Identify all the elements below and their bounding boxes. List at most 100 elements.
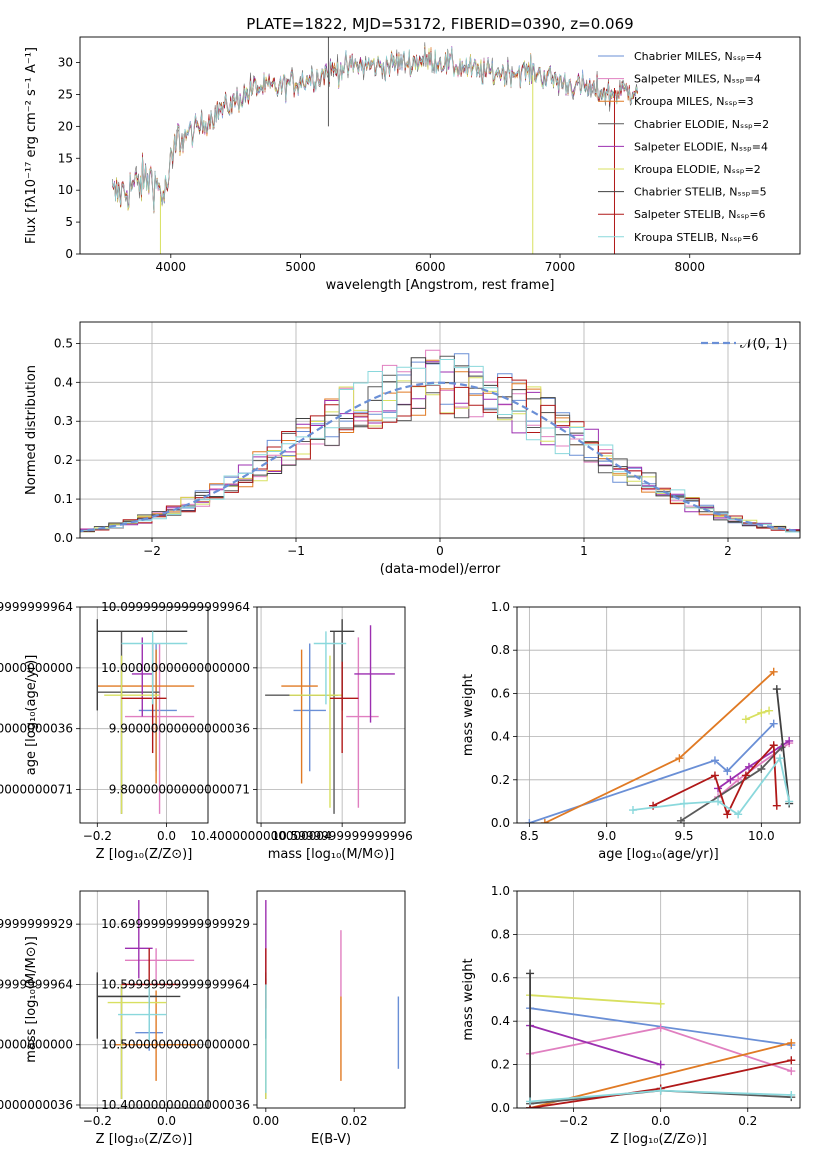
massweight-marker-series-8 xyxy=(785,797,794,806)
panel-mass-vs-ebv: 0.00 0.02 10.40000000000000036 10.500000000… xyxy=(101,890,406,1147)
y-tick-label: 0.4 xyxy=(491,730,510,744)
massweight-line-series-7 xyxy=(652,743,778,817)
y-axis-label: mass [log₁₀(M/M⊙)] xyxy=(24,936,39,1063)
massweight-marker-series-8 xyxy=(656,1086,665,1095)
y-tick-label: 10.00000000000000000 xyxy=(0,661,73,675)
axes-frame xyxy=(516,890,801,1109)
y-tick-label: 0.2 xyxy=(54,453,73,467)
x-tick-label: 4000 xyxy=(156,260,187,274)
y-axis-label: mass weight xyxy=(461,958,476,1040)
massweight-marker-series-0 xyxy=(769,719,778,728)
legend-entry: Chabrier STELIB, Nₛₛₚ=5 xyxy=(634,186,767,199)
massweight-marker-series-7 xyxy=(649,801,658,810)
axes-frame xyxy=(256,606,406,824)
y-tick-label: 25 xyxy=(58,87,73,101)
massweight-line-series-6 xyxy=(775,689,791,804)
y-tick-label: 9.80000000000000071 xyxy=(0,783,73,797)
y-tick-label: 0.3 xyxy=(54,414,73,428)
y-axis-label: Normed distribution xyxy=(24,365,39,495)
y-tick-label: 0.2 xyxy=(491,773,510,787)
x-tick-label: 10.5999999999999996 xyxy=(272,829,413,843)
y-tick-label: 10.69999999999999929 xyxy=(0,917,73,931)
y-tick-label: 0.8 xyxy=(491,643,510,657)
spectrum-line-series-7 xyxy=(112,47,638,213)
x-tick-label: 8.5 xyxy=(520,829,539,843)
legend-entry: Chabrier ELODIE, Nₛₛₚ=2 xyxy=(634,118,769,131)
y-tick-label: 10.40000000000000036 xyxy=(101,1098,250,1112)
y-tick-label: 10 xyxy=(58,183,73,197)
x-tick-label: −2 xyxy=(143,544,161,558)
plot-area xyxy=(525,667,794,823)
y-tick-label: 0.6 xyxy=(491,686,510,700)
massweight-marker-series-3 xyxy=(676,816,685,823)
spectrum-line-series-8 xyxy=(112,47,638,212)
massweight-marker-series-4 xyxy=(726,775,735,784)
y-tick-label: 0 xyxy=(65,247,73,261)
y-tick-label: 10.59999999999999964 xyxy=(101,977,250,991)
x-axis-label: (data-model)/error xyxy=(380,562,501,577)
massweight-marker-series-2 xyxy=(540,819,549,823)
plot-area xyxy=(96,619,195,814)
massweight-marker-series-2 xyxy=(769,667,778,676)
panel-massweight-vs-age: 8.5 9.0 9.5 10.0 0.0 0.2 0.4 0.6 0.8 1.0 age [log₁… xyxy=(461,600,801,862)
axes-frame xyxy=(79,606,209,824)
y-tick-label: 0.6 xyxy=(491,971,510,985)
massweight-marker-series-4 xyxy=(785,736,794,745)
x-tick-label: 0.2 xyxy=(738,1114,757,1128)
x-axis-label: Z [log₁₀(Z/Z⊙)] xyxy=(610,1132,707,1147)
x-tick-label: 2 xyxy=(724,544,732,558)
massweight-marker-series-5 xyxy=(656,999,665,1008)
plot-area xyxy=(112,37,638,254)
massweight-marker-series-7 xyxy=(769,741,778,750)
massweight-marker-series-8 xyxy=(734,810,743,819)
y-tick-label: 10.59999999999999964 xyxy=(0,977,73,991)
axes-frame xyxy=(79,890,209,1109)
x-axis-label: Z [log₁₀(Z/Z⊙)] xyxy=(96,847,193,862)
x-tick-label: 8000 xyxy=(674,260,705,274)
massweight-line-series-5 xyxy=(745,709,770,721)
x-tick-label: 10.4000000000000004 xyxy=(190,829,331,843)
y-tick-label: 0.1 xyxy=(54,492,73,506)
x-tick-label: 7000 xyxy=(545,260,576,274)
y-axis-label: Flux [fλ10⁻¹⁷ erg cm⁻² s⁻¹ A⁻¹] xyxy=(24,47,39,244)
y-tick-label: 10.09999999999999964 xyxy=(0,600,73,614)
panel-spectrum: 4000 5000 6000 7000 8000 0 5 10 15 20 25 30 waveleng… xyxy=(24,36,801,293)
x-tick-label: 6000 xyxy=(415,260,446,274)
y-tick-label: 0.8 xyxy=(491,927,510,941)
massweight-marker-series-8 xyxy=(714,797,723,806)
y-tick-label: 10.50000000000000000 xyxy=(0,1038,73,1052)
x-tick-label: 0 xyxy=(436,544,444,558)
y-tick-label: 10.50000000000000000 xyxy=(101,1038,250,1052)
y-tick-label: 9.90000000000000036 xyxy=(0,722,73,736)
legend-entry: Chabrier MILES, Nₛₛₚ=4 xyxy=(634,50,762,63)
massweight-marker-series-8 xyxy=(775,754,784,763)
normal-reference-curve xyxy=(80,381,800,533)
massweight-marker-series-6 xyxy=(772,685,781,694)
massweight-marker-series-8 xyxy=(680,799,689,808)
panel-mass-vs-z: −0.2 0.0 10.40000000000000036 10.5000000000… xyxy=(0,890,209,1147)
massweight-line-series-4 xyxy=(717,740,790,790)
panel-massweight-vs-z: −0.2 0.0 0.2 0.0 0.2 0.4 0.6 0.8 1.0 Z [log₁₀(Z/Z… xyxy=(461,884,801,1147)
x-tick-label: 0.0 xyxy=(651,1114,670,1128)
y-tick-label: 20 xyxy=(58,119,73,133)
massweight-marker-series-7 xyxy=(723,810,732,819)
legend-entry: Kroupa MILES, Nₛₛₚ=3 xyxy=(634,95,754,108)
x-axis-label: wavelength [Angstrom, rest frame] xyxy=(326,278,555,293)
y-tick-label: 10.09999999999999964 xyxy=(101,600,250,614)
massweight-marker-series-5 xyxy=(741,715,750,724)
massweight-marker-series-4 xyxy=(656,1060,665,1069)
massweight-marker-series-7 xyxy=(772,801,781,810)
massweight-marker-series-3 xyxy=(757,765,766,773)
massweight-marker-series-2 xyxy=(787,1038,796,1047)
y-tick-label: 30 xyxy=(58,56,73,70)
y-tick-label: 0.4 xyxy=(54,375,73,389)
x-tick-label: −1 xyxy=(287,544,305,558)
panel-age-vs-z: −0.2 0.0 9.80000000000000071 9.900000000000… xyxy=(0,600,209,862)
massweight-marker-series-1 xyxy=(734,775,743,784)
x-tick-label: 9.0 xyxy=(597,829,616,843)
massweight-marker-series-7 xyxy=(787,1056,796,1065)
massweight-marker-series-8 xyxy=(526,1097,535,1106)
legend-entry: Salpeter STELIB, Nₛₛₚ=6 xyxy=(634,208,766,221)
